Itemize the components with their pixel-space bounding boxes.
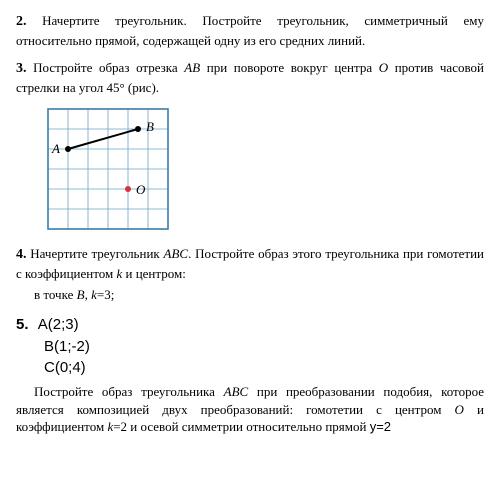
point-b: B [77,287,85,302]
point-a: A(2;3) [38,316,79,333]
problem-number: 4. [16,247,27,262]
text: =2 и осевой симметрии относительно прямо… [113,419,369,434]
problem-4-sub: в точке B, k=3; [34,286,484,304]
svg-text:O: O [136,182,146,197]
problem-2: 2. Начертите треугольник. Постройте треу… [16,12,484,49]
text: в точке [34,287,77,302]
problem-number: 5. [16,316,29,333]
line-eq: y=2 [370,419,391,434]
text: и центром: [122,266,186,281]
problem-3: 3. Постройте образ отрезка AB при поворо… [16,59,484,96]
problem-4: 4. Начертите треугольник ABC. Постройте … [16,245,484,304]
text: при повороте вокруг центра [200,60,379,75]
text: Постройте образ треугольника [34,384,224,399]
problem-number: 2. [16,14,27,29]
problem-number: 3. [16,61,27,76]
center-o: O [379,60,388,75]
grid-svg: A B O [46,107,170,231]
text: Начертите треугольник [30,246,163,261]
point-c: C(0;4) [44,357,484,379]
segment-ab: AB [184,60,200,75]
svg-text:A: A [51,141,60,156]
figure-grid: A B O [46,107,484,231]
triangle-abc: ABC [224,384,249,399]
problem-5-text: Постройте образ треугольника ABC при пре… [16,383,484,436]
center-o: O [455,402,464,417]
text: Постройте образ отрезка [33,60,184,75]
triangle-abc: ABC [164,246,189,261]
problem-5: 5. A(2;3) B(1;-2) C(0;4) Постройте образ… [16,314,484,436]
point-b: B(1;-2) [44,336,484,358]
svg-text:B: B [146,119,154,134]
text: =3; [97,287,114,302]
problem-text: Начертите треугольник. Постройте треугол… [16,13,484,48]
